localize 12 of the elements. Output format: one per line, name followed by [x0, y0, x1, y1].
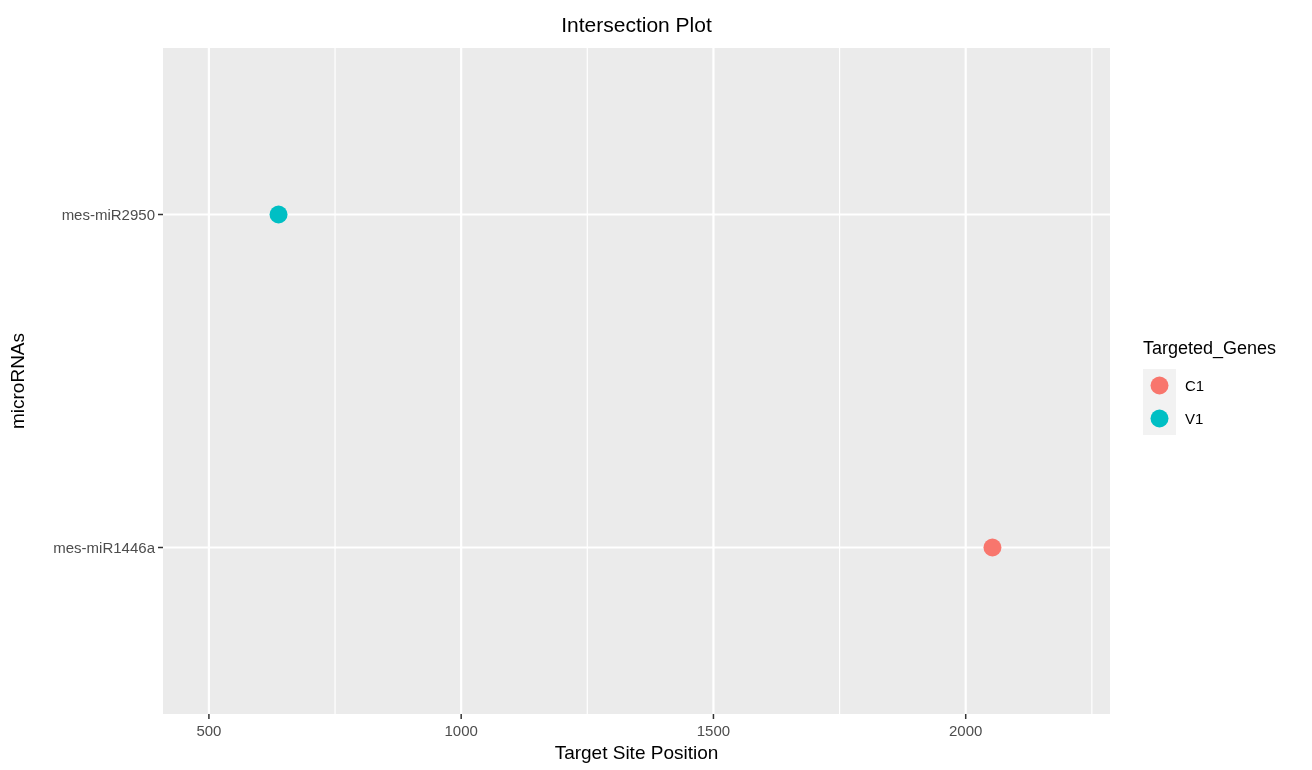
y-axis-title: microRNAs: [7, 332, 28, 430]
legend-label: C1: [1185, 377, 1205, 394]
y-tick-label: mes-miR2950: [61, 205, 155, 223]
x-tick-label: 1500: [696, 722, 731, 739]
legend-title: Targeted_Genes: [1143, 338, 1277, 359]
y-tick-label: mes-miR1446a: [53, 538, 156, 556]
legend-label: V1: [1185, 410, 1204, 427]
x-tick-label: 2000: [949, 722, 983, 739]
x-tick-label: 500: [196, 722, 222, 739]
x-tick-label: 1000: [444, 722, 478, 739]
chart-title: Intersection Plot: [561, 13, 712, 36]
x-axis-title: Target Site Position: [554, 742, 719, 763]
